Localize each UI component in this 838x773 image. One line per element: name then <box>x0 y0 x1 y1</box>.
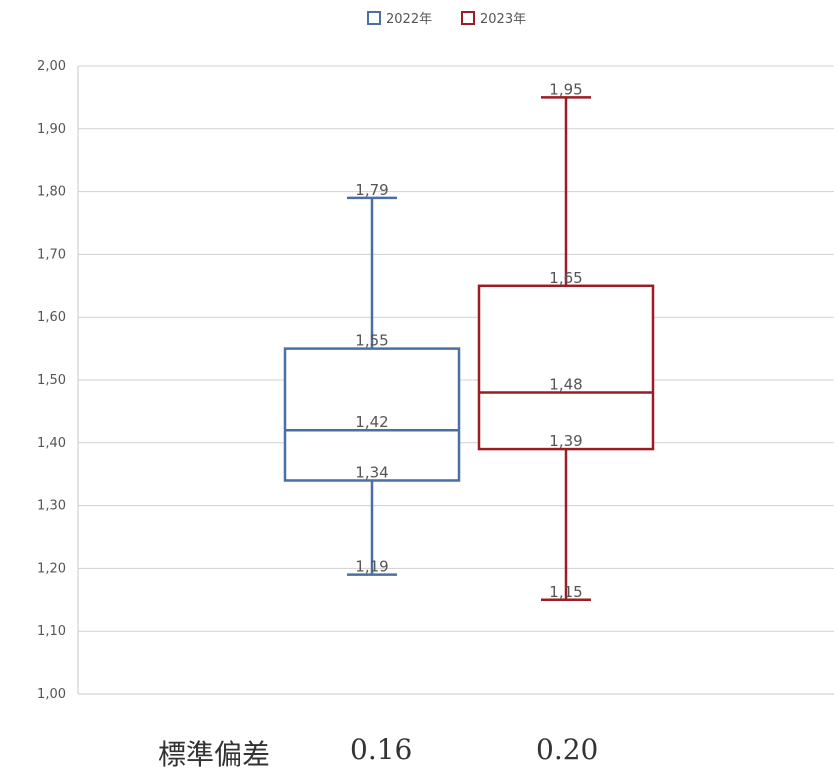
y-tick-label: 1,40 <box>37 436 66 451</box>
standard-deviation-2022: 0.16 <box>350 733 413 766</box>
data-label-max: 1,79 <box>355 181 388 199</box>
legend-entry: 2022年 <box>386 12 432 27</box>
data-label-q1: 1,34 <box>355 463 388 481</box>
y-tick-label: 1,00 <box>37 687 66 702</box>
data-label-q1: 1,39 <box>549 432 582 450</box>
standard-deviation-row: 標準偏差 0.16 0.20 <box>0 733 838 773</box>
y-tick-label: 1,60 <box>37 310 66 325</box>
y-tick-label: 2,00 <box>37 59 66 74</box>
standard-deviation-2023: 0.20 <box>536 733 599 766</box>
legend-entry: 2023年 <box>480 12 526 27</box>
data-label-median: 1,48 <box>549 376 582 394</box>
data-label-q3: 1,55 <box>355 332 388 350</box>
data-label-min: 1,15 <box>549 583 582 601</box>
box-2023: 1,95 1,65 1,48 1,39 1,15 <box>477 80 655 602</box>
y-tick-label: 1,50 <box>37 373 66 388</box>
y-tick-label: 1,30 <box>37 499 66 514</box>
legend: 2022年 2023年 <box>367 11 526 27</box>
data-label-median: 1,42 <box>355 413 388 431</box>
box-series: 1,79 1,55 1,42 1,34 1,19 1,95 1,65 1,48 1,39 1,15 <box>283 80 655 602</box>
y-tick-label: 1,70 <box>37 247 66 262</box>
y-tick-label: 1,20 <box>37 561 66 576</box>
data-label-q3: 1,65 <box>549 269 582 287</box>
iqr-box <box>477 284 655 451</box>
box-plot-chart: 1,00 1,10 1,20 1,30 1,40 1,50 1,60 1,70 1,80 1,90… <box>37 11 834 702</box>
y-tick-label: 1,80 <box>37 185 66 200</box>
y-axis: 1,00 1,10 1,20 1,30 1,40 1,50 1,60 1,70 1,80 1,90… <box>37 59 834 702</box>
iqr-box <box>283 347 461 482</box>
y-tick-label: 1,90 <box>37 122 66 137</box>
data-label-min: 1,19 <box>355 558 388 576</box>
y-tick-label: 1,10 <box>37 624 66 639</box>
legend-swatch <box>367 11 381 25</box>
legend-swatch <box>461 11 475 25</box>
standard-deviation-label: 標準偏差 <box>158 738 271 771</box>
box-2022: 1,79 1,55 1,42 1,34 1,19 <box>283 181 461 576</box>
data-label-max: 1,95 <box>549 80 582 98</box>
